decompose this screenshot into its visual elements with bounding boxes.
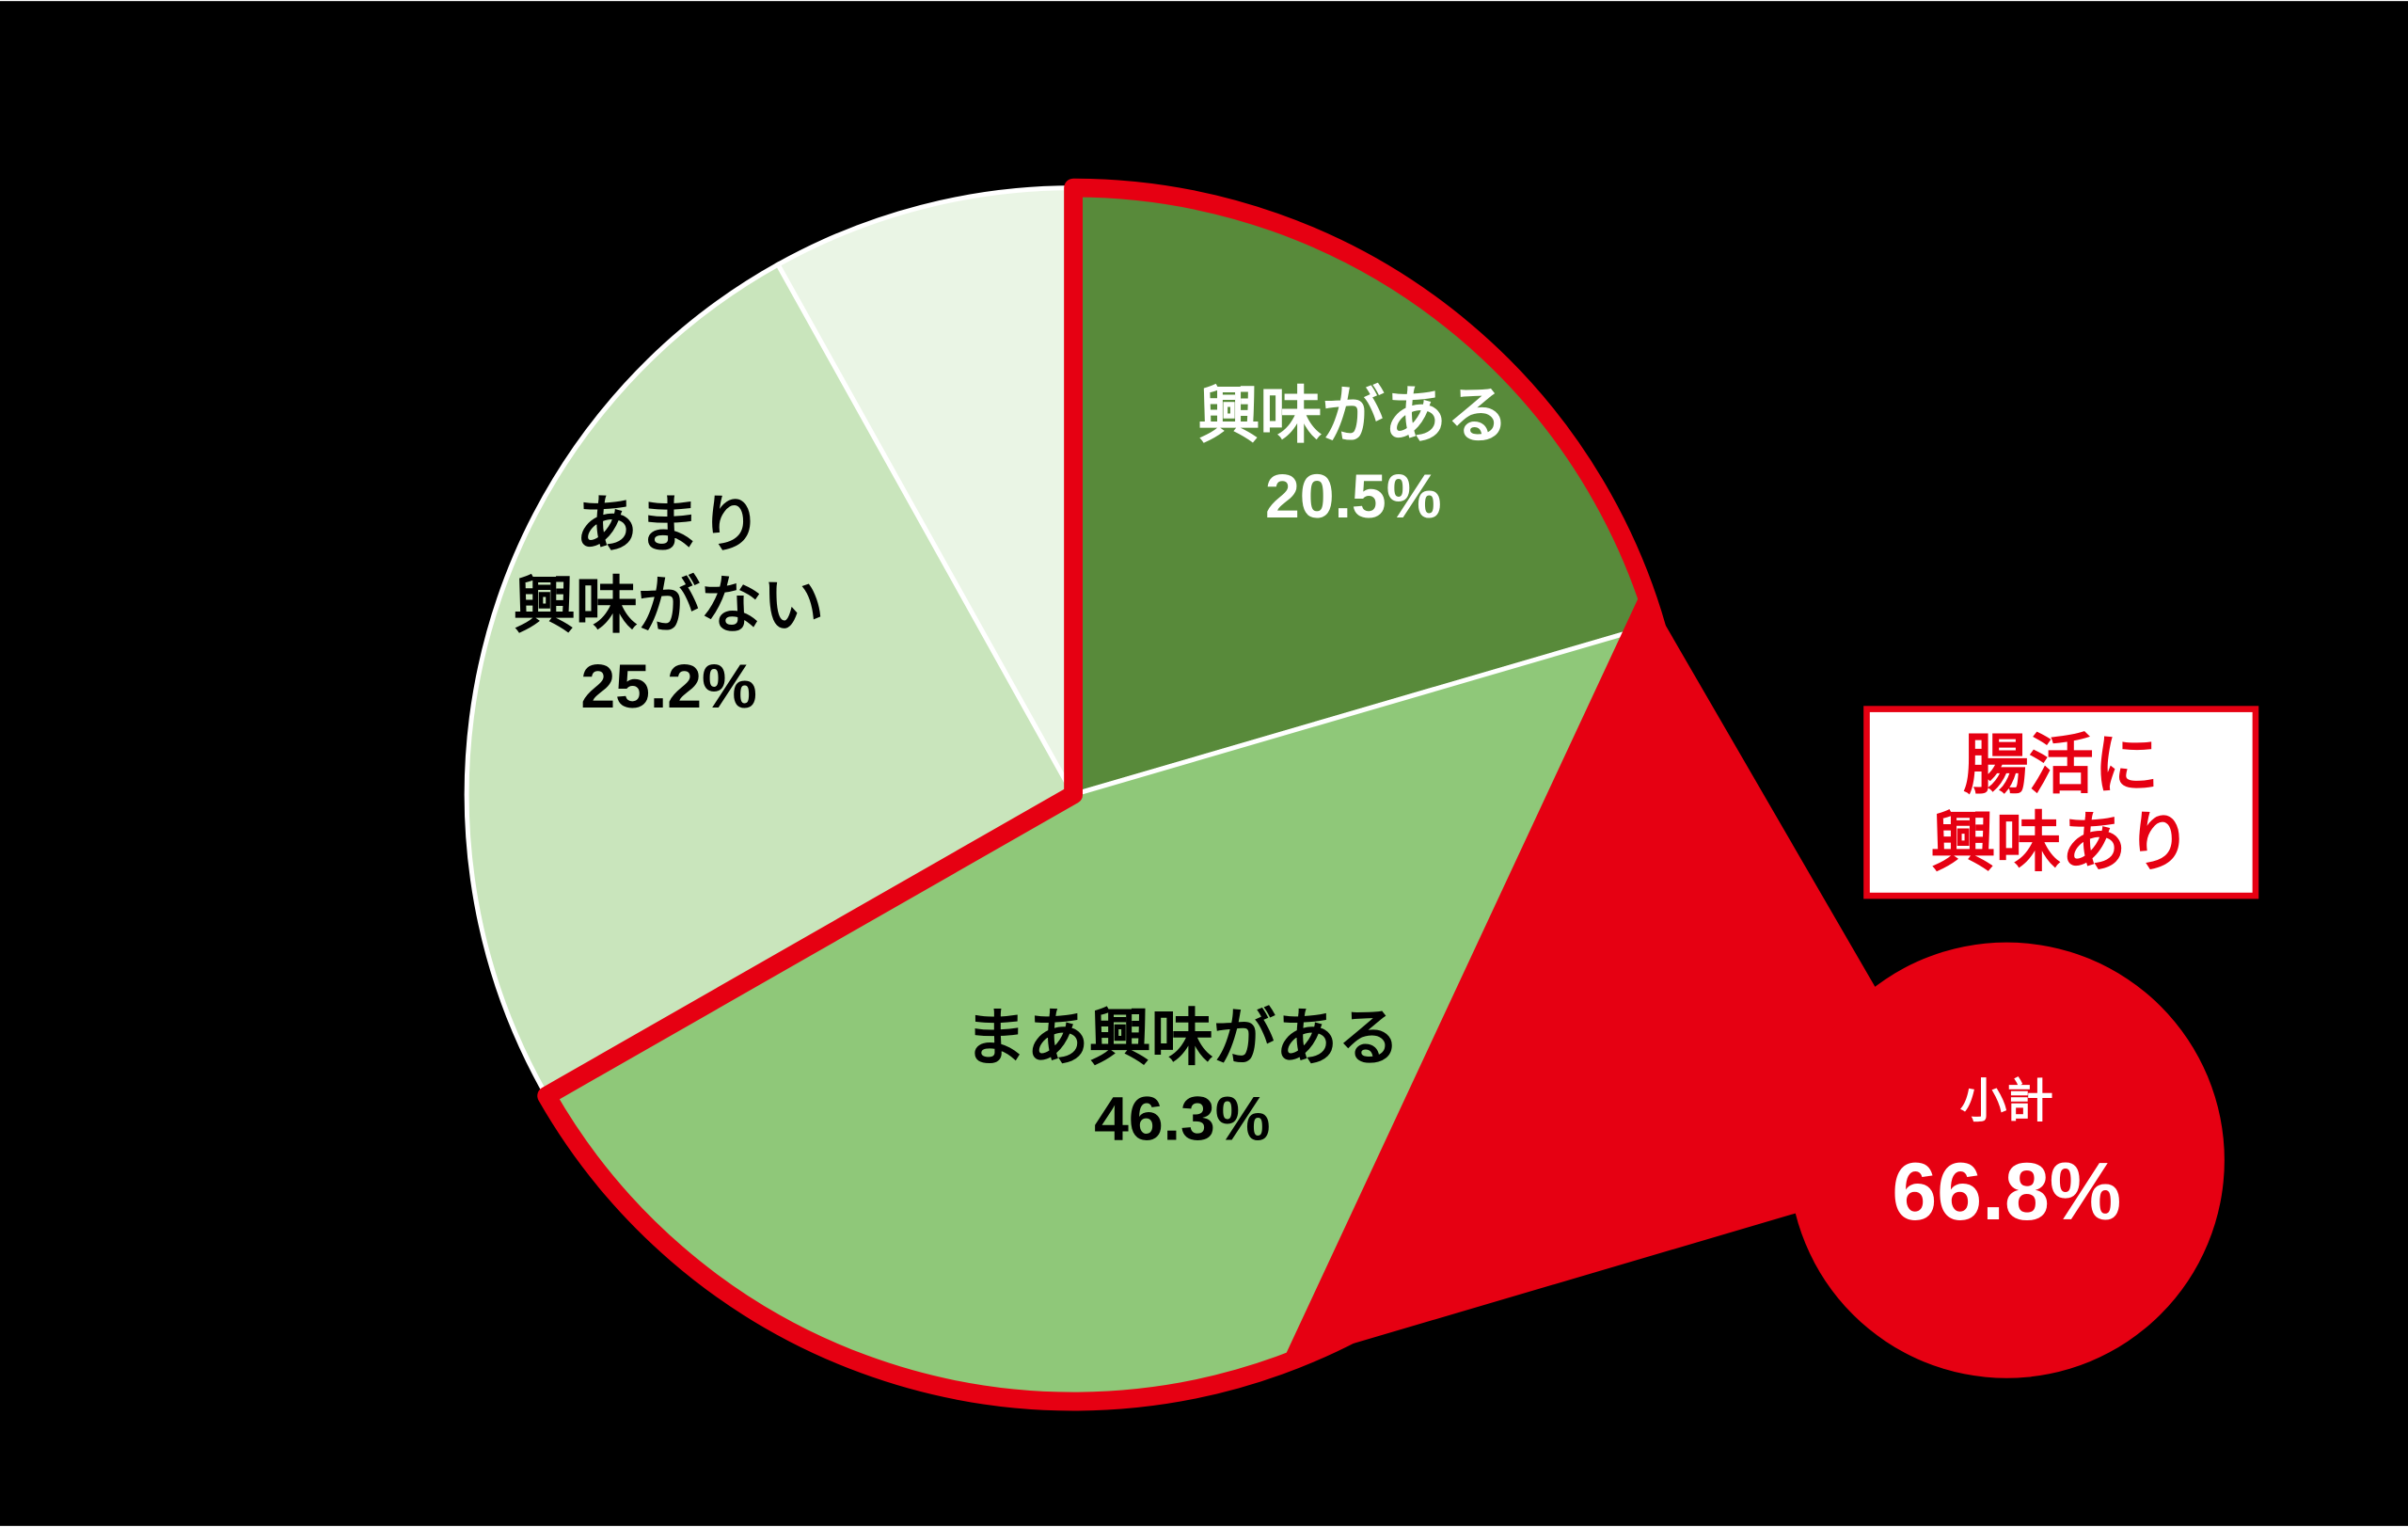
callout-text-line2: 興味あり [1930,805,2192,879]
slice-percent: 20.5% [1265,462,1442,532]
subtotal-value: 66.8% [1892,1147,2121,1237]
pie-chart-container: 小計66.8%腸活に興味あり興味がある20.5%まあ興味がある46.3%あまり興… [0,0,2408,1527]
slice-percent: 8.1% [894,112,1036,182]
slice-label-line1: 興味がない [809,31,1120,101]
slice-label-line1: まあ興味がある [964,1004,1400,1074]
callout-text-line1: 腸活に [1963,727,2159,801]
slice-label-line1: あまり [576,490,762,560]
subtotal-label: 小計 [1960,1074,2053,1127]
slice-percent: 46.3% [1094,1085,1271,1154]
slice-label-line1: 興味がある [1197,381,1509,451]
slice-percent: 25.2% [580,652,757,722]
pie-chart-svg: 小計66.8%腸活に興味あり興味がある20.5%まあ興味がある46.3%あまり興… [0,0,2408,1527]
slice-label-line2: 興味がない [514,571,825,641]
